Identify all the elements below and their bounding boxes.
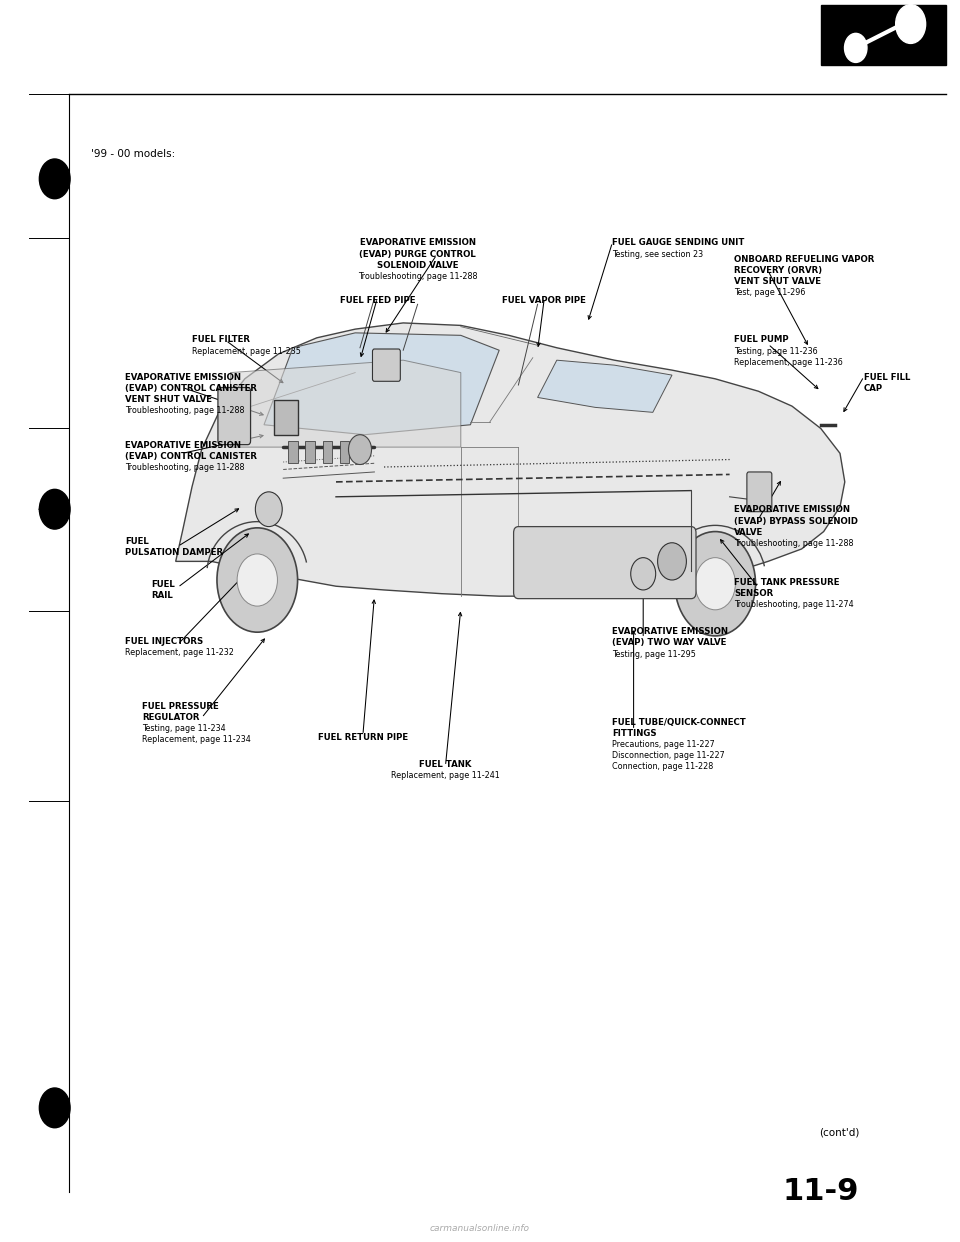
Text: EVAPORATIVE EMISSION
(EVAP) CONTROL CANISTER
VENT SHUT VALVE: EVAPORATIVE EMISSION (EVAP) CONTROL CANI… — [125, 373, 257, 404]
Text: FUEL TANK: FUEL TANK — [420, 760, 471, 769]
Circle shape — [845, 34, 867, 62]
Circle shape — [896, 5, 925, 43]
Text: Troubleshooting, page 11-288: Troubleshooting, page 11-288 — [125, 463, 244, 472]
Circle shape — [675, 532, 756, 636]
Text: FUEL PRESSURE
REGULATOR: FUEL PRESSURE REGULATOR — [142, 702, 219, 722]
Polygon shape — [264, 333, 499, 435]
Text: Replacement, page 11-235: Replacement, page 11-235 — [192, 347, 300, 355]
Text: FUEL FILL
CAP: FUEL FILL CAP — [864, 373, 910, 392]
Text: Troubleshooting, page 11-288: Troubleshooting, page 11-288 — [734, 539, 853, 548]
Text: '99 - 00 models:: '99 - 00 models: — [91, 149, 176, 159]
Text: FUEL
PULSATION DAMPER: FUEL PULSATION DAMPER — [125, 537, 223, 556]
Polygon shape — [176, 323, 845, 596]
Polygon shape — [538, 360, 672, 412]
Text: 11-9: 11-9 — [782, 1177, 859, 1206]
Text: FUEL INJECTORS: FUEL INJECTORS — [125, 637, 204, 646]
Circle shape — [39, 489, 70, 529]
Circle shape — [217, 528, 298, 632]
Text: carmanualsonline.info: carmanualsonline.info — [430, 1225, 530, 1233]
Text: FUEL
RAIL: FUEL RAIL — [152, 580, 176, 600]
Text: FUEL VAPOR PIPE: FUEL VAPOR PIPE — [502, 296, 587, 304]
Text: Replacement, page 11-241: Replacement, page 11-241 — [391, 771, 500, 780]
Text: FUEL RETURN PIPE: FUEL RETURN PIPE — [318, 733, 408, 741]
Text: Troubleshooting, page 11-288: Troubleshooting, page 11-288 — [125, 406, 244, 415]
Text: Testing, page 11-236
Replacement, page 11-236: Testing, page 11-236 Replacement, page 1… — [734, 347, 843, 366]
FancyBboxPatch shape — [747, 472, 772, 512]
Text: FUEL TANK PRESSURE
SENSOR: FUEL TANK PRESSURE SENSOR — [734, 578, 840, 597]
FancyBboxPatch shape — [305, 441, 315, 463]
Circle shape — [695, 558, 735, 610]
Text: EVAPORATIVE EMISSION
(EVAP) PURGE CONTROL
SOLENOID VALVE: EVAPORATIVE EMISSION (EVAP) PURGE CONTRO… — [359, 238, 476, 270]
FancyBboxPatch shape — [288, 441, 298, 463]
Text: Replacement, page 11-232: Replacement, page 11-232 — [125, 648, 233, 657]
Text: Testing, page 11-295: Testing, page 11-295 — [612, 650, 696, 658]
FancyBboxPatch shape — [514, 527, 696, 599]
Text: Troubleshooting, page 11-288: Troubleshooting, page 11-288 — [358, 272, 477, 281]
FancyBboxPatch shape — [323, 441, 332, 463]
Text: Testing, page 11-234
Replacement, page 11-234: Testing, page 11-234 Replacement, page 1… — [142, 724, 251, 744]
Circle shape — [39, 1088, 70, 1128]
Text: Test, page 11-296: Test, page 11-296 — [734, 288, 805, 297]
Text: FUEL FEED PIPE: FUEL FEED PIPE — [340, 296, 415, 304]
Text: FUEL FILTER: FUEL FILTER — [192, 335, 250, 344]
Circle shape — [39, 159, 70, 199]
Circle shape — [658, 543, 686, 580]
Circle shape — [237, 554, 277, 606]
Text: ONBOARD REFUELING VAPOR
RECOVERY (ORVR)
VENT SHUT VALVE: ONBOARD REFUELING VAPOR RECOVERY (ORVR) … — [734, 255, 875, 286]
Text: Troubleshooting, page 11-274: Troubleshooting, page 11-274 — [734, 600, 854, 609]
Text: FUEL PUMP: FUEL PUMP — [734, 335, 789, 344]
Polygon shape — [230, 360, 461, 447]
FancyBboxPatch shape — [821, 5, 946, 65]
FancyBboxPatch shape — [340, 441, 349, 463]
Text: FUEL GAUGE SENDING UNIT: FUEL GAUGE SENDING UNIT — [612, 238, 745, 247]
Text: EVAPORATIVE EMISSION
(EVAP) BYPASS SOLENOID
VALVE: EVAPORATIVE EMISSION (EVAP) BYPASS SOLEN… — [734, 505, 858, 537]
FancyBboxPatch shape — [274, 400, 298, 435]
Text: Testing, see section 23: Testing, see section 23 — [612, 250, 704, 258]
Circle shape — [631, 558, 656, 590]
Circle shape — [255, 492, 282, 527]
Text: Precautions, page 11-227
Disconnection, page 11-227
Connection, page 11-228: Precautions, page 11-227 Disconnection, … — [612, 740, 725, 771]
Text: (cont'd): (cont'd) — [819, 1128, 859, 1138]
Text: FUEL TUBE/QUICK-CONNECT
FITTINGS: FUEL TUBE/QUICK-CONNECT FITTINGS — [612, 718, 746, 738]
FancyBboxPatch shape — [372, 349, 400, 381]
FancyBboxPatch shape — [218, 388, 251, 445]
Circle shape — [348, 435, 372, 465]
Text: EVAPORATIVE EMISSION
(EVAP) TWO WAY VALVE: EVAPORATIVE EMISSION (EVAP) TWO WAY VALV… — [612, 627, 729, 647]
Text: EVAPORATIVE EMISSION
(EVAP) CONTROL CANISTER: EVAPORATIVE EMISSION (EVAP) CONTROL CANI… — [125, 441, 257, 461]
